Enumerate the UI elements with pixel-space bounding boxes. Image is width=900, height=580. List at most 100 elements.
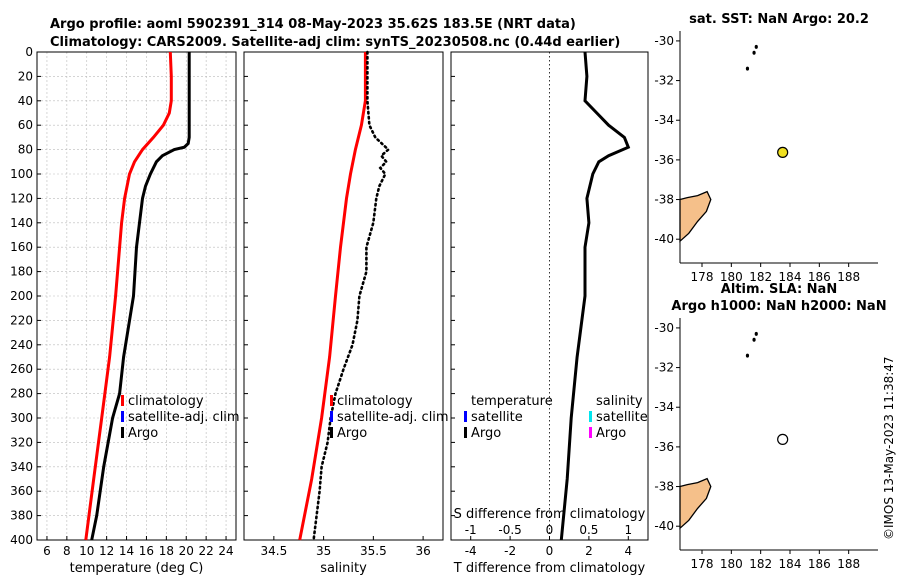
map-y-tick-label: -40 <box>654 232 674 246</box>
x-tick-label: 14 <box>119 544 134 558</box>
map-x-tick-label: 178 <box>691 557 714 571</box>
map-title: sat. SST: NaN Argo: 20.2 <box>689 12 869 27</box>
legend-swatch <box>121 411 124 422</box>
legend-label: climatology <box>337 394 413 409</box>
legend-label: Argo <box>337 426 367 441</box>
argo-temperature-line <box>90 52 191 541</box>
x-tick-label: 22 <box>199 544 214 558</box>
x-tick-label: 2 <box>585 544 593 558</box>
legend-label: temperature <box>471 394 553 409</box>
climatology-salinity-line <box>298 52 367 541</box>
y-tick-label: 80 <box>18 143 33 157</box>
x-tick-label: 8 <box>63 544 71 558</box>
x-tick-label: 35 <box>316 544 331 558</box>
y-tick-label: 280 <box>10 387 33 401</box>
x-tick-label: 24 <box>218 544 233 558</box>
legend-swatch <box>589 427 592 438</box>
x-tick-label: 18 <box>159 544 174 558</box>
top-x-tick-label: -0.5 <box>498 523 521 537</box>
map-y-tick-label: -36 <box>654 440 674 454</box>
map-x-tick-label: 188 <box>837 270 860 284</box>
map-x-tick-label: 182 <box>749 270 772 284</box>
map-island <box>754 44 758 49</box>
top-axis-label: S difference from climatology <box>454 507 646 522</box>
y-tick-label: 380 <box>10 509 33 523</box>
map-x-tick-label: 184 <box>779 270 802 284</box>
salinity-panel: 34.5 35 35.5 36 salinity climatologysatellite… <box>243 50 449 576</box>
legend-label: Argo <box>471 426 501 441</box>
top-x-tick-label: 0 <box>546 523 554 537</box>
map-land <box>679 477 712 530</box>
y-tick-label: 240 <box>10 338 33 352</box>
y-tick-label: 20 <box>18 69 33 83</box>
x-tick-label: 36 <box>415 544 430 558</box>
x-axis-label: T difference from climatology <box>453 561 646 576</box>
difference-panel: -4 -2 0 2 4 T difference from climatology S di… <box>450 51 649 576</box>
x-tick-label: 4 <box>624 544 632 558</box>
legend-swatch <box>589 411 592 422</box>
legend-label: satellite <box>596 410 648 425</box>
y-tick-label: 340 <box>10 460 33 474</box>
y-tick-label: 180 <box>10 265 33 279</box>
map-title: Altim. SLA: NaN <box>721 282 837 297</box>
map-y-tick-label: -30 <box>654 321 674 335</box>
legend-swatch <box>121 427 124 438</box>
map-y-tick-label: -34 <box>654 400 674 414</box>
x-tick-label: 34.5 <box>260 544 287 558</box>
x-tick-label: 20 <box>179 544 194 558</box>
argo-position-marker <box>777 146 789 158</box>
map-x-tick-label: 178 <box>691 270 714 284</box>
map-island <box>752 337 756 342</box>
map-title: Argo h1000: NaN h2000: NaN <box>671 299 886 314</box>
map-x-tick-label: 186 <box>808 270 831 284</box>
map-y-tick-label: -40 <box>654 519 674 533</box>
legend-swatch <box>464 427 467 438</box>
map-y-tick-label: -38 <box>654 480 674 494</box>
x-tick-label: 35.5 <box>360 544 387 558</box>
map-y-tick-label: -32 <box>654 74 674 88</box>
argo-t-difference-line <box>559 51 631 541</box>
map-x-tick-label: 188 <box>837 557 860 571</box>
y-tick-label: 200 <box>10 289 33 303</box>
top-x-tick-label: 1 <box>624 523 632 537</box>
map-y-tick-label: -36 <box>654 153 674 167</box>
y-tick-label: 320 <box>10 435 33 449</box>
y-tick-label: 140 <box>10 216 33 230</box>
x-axis-label: temperature (deg C) <box>70 561 204 576</box>
map-sst-panel: sat. SST: NaN Argo: 20.2 178 180 182 184 186 1… <box>654 12 878 284</box>
map-island <box>752 50 756 55</box>
map-y-tick-label: -32 <box>654 361 674 375</box>
x-tick-label: 16 <box>139 544 154 558</box>
y-tick-label: 300 <box>10 411 33 425</box>
y-tick-label: 60 <box>18 118 33 132</box>
map-x-tick-label: 180 <box>720 270 743 284</box>
axes-frame <box>243 51 444 541</box>
x-axis-label: salinity <box>320 561 367 576</box>
argo-salinity-line <box>312 50 391 542</box>
y-tick-label: 260 <box>10 362 33 376</box>
map-island <box>745 66 750 71</box>
map-y-tick-label: -38 <box>654 193 674 207</box>
map-island <box>745 353 750 358</box>
map-x-tick-label: 182 <box>749 557 772 571</box>
map-y-tick-label: -30 <box>654 34 674 48</box>
figure-title-line2: Climatology: CARS2009. Satellite-adj cli… <box>50 35 620 50</box>
x-tick-label: 10 <box>79 544 94 558</box>
map-x-tick-label: 184 <box>779 557 802 571</box>
y-tick-label: 120 <box>10 191 33 205</box>
map-land <box>679 190 712 243</box>
x-tick-label: 0 <box>546 544 554 558</box>
legend-label: satellite <box>471 410 523 425</box>
x-tick-label: 6 <box>43 544 51 558</box>
map-sla-panel: Altim. SLA: NaN Argo h1000: NaN h2000: Na… <box>654 282 886 571</box>
x-tick-label: -4 <box>465 544 477 558</box>
top-x-tick-label: 0.5 <box>579 523 598 537</box>
y-tick-label: 220 <box>10 313 33 327</box>
map-x-tick-label: 180 <box>720 557 743 571</box>
legend-swatch <box>464 395 467 406</box>
axes-frame <box>36 51 237 541</box>
y-tick-label: 160 <box>10 240 33 254</box>
y-tick-label: 360 <box>10 484 33 498</box>
legend-label: satellite-adj. clim <box>128 410 240 425</box>
